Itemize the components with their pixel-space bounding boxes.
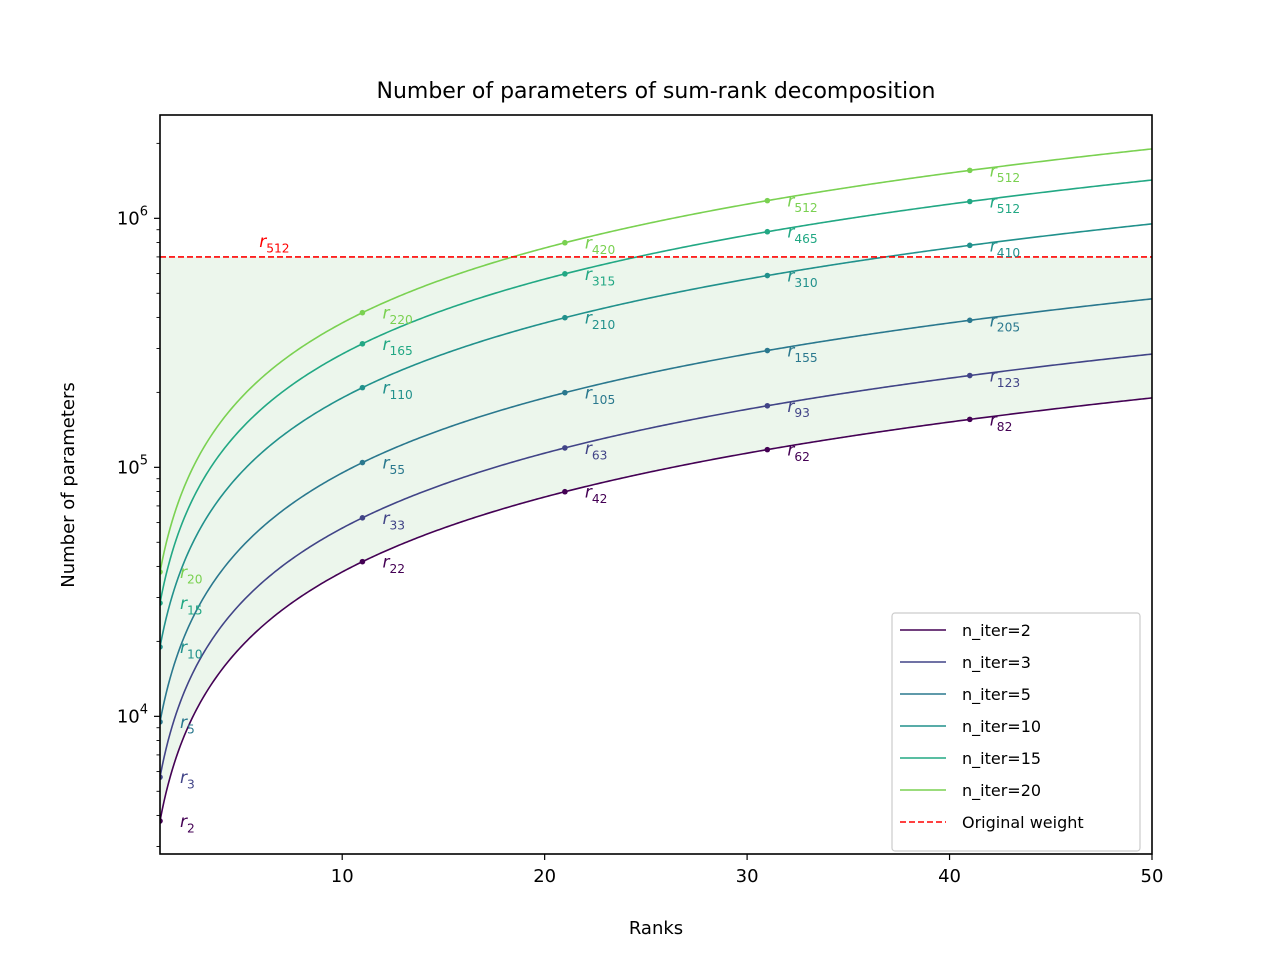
marker-label-4-4: r512 — [990, 192, 1020, 215]
series-marker-4-1 — [359, 340, 366, 347]
chart-title: Number of parameters of sum-rank decompo… — [377, 79, 936, 104]
marker-label-0-4: r82 — [990, 410, 1013, 433]
marker-label-4-0: r15 — [180, 594, 203, 617]
series-marker-1-1 — [359, 515, 366, 521]
marker-label-2-4: r205 — [990, 311, 1020, 334]
series-marker-5-2 — [562, 239, 568, 246]
legend: n_iter=2 n_iter=3 n_iter=5 n_iter=10 n_iter=… — [891, 612, 1141, 852]
series-marker-1-2 — [562, 445, 568, 451]
plot-area: r2 r22 r42 r62 r82 r3 r33 r63 r93 r123 r5 r55 r105 r1… — [160, 148, 1152, 835]
series-marker-1-4 — [966, 372, 973, 379]
marker-label-2-1: r55 — [382, 454, 405, 477]
series-marker-4-4 — [966, 198, 973, 205]
x-tick-label-1: 20 — [533, 866, 556, 887]
series-line-5 — [160, 148, 1152, 573]
plot-content — [160, 148, 1152, 824]
series-line-3 — [160, 223, 1152, 648]
series-marker-2-1 — [359, 459, 366, 466]
series-marker-5-4 — [966, 167, 973, 174]
x-tick-label-2: 30 — [736, 866, 759, 887]
legend-label-3: n_iter=10 — [962, 717, 1041, 737]
marker-label-3-1: r110 — [382, 379, 412, 402]
series-marker-5-3 — [764, 197, 771, 204]
legend-label-2: n_iter=5 — [962, 685, 1031, 705]
series-marker-2-3 — [764, 347, 771, 354]
legend-label-0: n_iter=2 — [962, 621, 1031, 641]
axes-frame — [159, 114, 1153, 855]
y-axis-label: Number of parameters — [58, 382, 79, 588]
marker-label-2-0: r5 — [180, 713, 195, 736]
marker-label-1-0: r3 — [180, 768, 195, 791]
legend-label-6: Original weight — [962, 813, 1084, 832]
marker-label-4-3: r465 — [787, 223, 817, 246]
marker-label-0-2: r42 — [585, 483, 608, 506]
legend-label-4: n_iter=15 — [962, 749, 1041, 769]
series-marker-0-4 — [966, 416, 973, 423]
series-marker-2-2 — [562, 389, 568, 396]
series-marker-3-1 — [359, 384, 366, 391]
marker-label-5-1: r220 — [382, 304, 412, 327]
series-line-2 — [160, 298, 1152, 723]
marker-label-0-3: r62 — [787, 441, 810, 464]
marker-label-0-1: r22 — [382, 553, 405, 576]
marker-label-2-3: r155 — [787, 342, 817, 365]
x-axis-label: Ranks — [629, 918, 683, 939]
marker-label-3-2: r210 — [585, 309, 615, 332]
marker-label-1-1: r33 — [382, 509, 405, 532]
series-marker-4-2 — [562, 271, 568, 277]
series-marker-3-4 — [966, 242, 973, 249]
series-marker-0-2 — [562, 488, 568, 495]
marker-label-3-3: r310 — [787, 267, 817, 290]
series-marker-0-1 — [359, 558, 366, 565]
x-tick-label-3: 40 — [938, 866, 961, 887]
series-marker-3-2 — [562, 314, 568, 321]
series-marker-2-4 — [966, 317, 973, 324]
x-tick-label-0: 10 — [331, 866, 354, 887]
marker-label-5-3: r512 — [787, 192, 817, 215]
marker-label-0-0: r2 — [180, 812, 195, 835]
legend-label-1: n_iter=3 — [962, 653, 1031, 673]
series-marker-1-3 — [764, 402, 771, 409]
series-line-1 — [160, 353, 1152, 778]
marker-label-5-2: r420 — [585, 234, 615, 257]
marker-label-5-0: r20 — [180, 563, 203, 586]
series-marker-3-3 — [764, 272, 771, 279]
legend-frame — [891, 612, 1141, 852]
reference-line-label: r512 — [259, 232, 289, 255]
x-tick-label-4: 50 — [1141, 866, 1164, 887]
series-marker-5-1 — [359, 309, 366, 316]
marker-label-4-2: r315 — [585, 265, 615, 288]
shaded-region — [160, 256, 1152, 821]
series-marker-4-3 — [764, 228, 771, 235]
series-marker-0-3 — [764, 446, 771, 453]
series-line-0 — [160, 397, 1152, 822]
marker-label-1-4: r123 — [990, 367, 1020, 390]
series-line-4 — [160, 179, 1152, 604]
legend-label-5: n_iter=20 — [962, 781, 1041, 801]
marker-label-5-4: r512 — [990, 161, 1020, 184]
marker-label-1-2: r63 — [585, 439, 608, 462]
marker-label-1-3: r93 — [787, 397, 810, 420]
marker-label-3-4: r410 — [990, 236, 1020, 259]
marker-label-2-2: r105 — [585, 384, 615, 407]
marker-label-3-0: r10 — [180, 638, 203, 661]
marker-label-4-1: r165 — [382, 335, 412, 358]
